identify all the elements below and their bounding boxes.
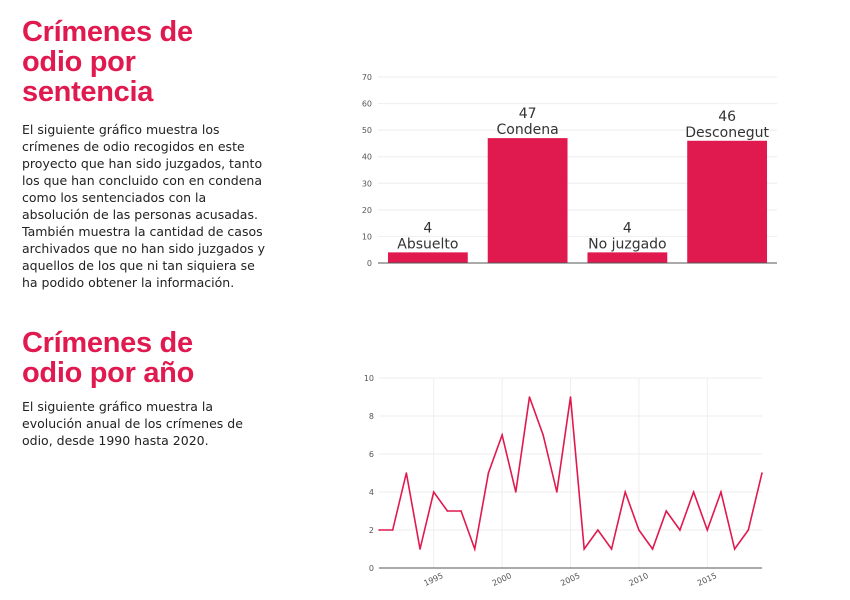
line-x-tick-label: 2010 <box>628 571 650 588</box>
bar-value-label: 46 <box>718 109 736 125</box>
line-point <box>378 529 380 531</box>
line-point <box>610 548 613 550</box>
line-y-tick-label: 0 <box>369 564 374 573</box>
bar-y-tick-label: 50 <box>362 126 372 135</box>
line-point <box>460 510 462 512</box>
line-y-tick-label: 2 <box>369 526 374 535</box>
bar-category-label: Absuelto <box>397 236 458 252</box>
line-y-tick-label: 4 <box>369 488 374 497</box>
line-point <box>528 396 531 398</box>
bar-category-label: No juzgado <box>588 236 667 252</box>
line-x-tick-label: 2000 <box>491 571 513 588</box>
line-point <box>542 434 544 436</box>
bar-category-label: Desconegut <box>685 125 769 141</box>
bar <box>387 252 468 263</box>
line-point <box>432 491 435 493</box>
line-point <box>405 472 408 474</box>
line-point <box>720 491 722 493</box>
line-y-tick-label: 6 <box>369 450 374 459</box>
line-point <box>761 472 763 474</box>
line-point <box>651 548 654 550</box>
line-point <box>597 529 599 531</box>
line-point <box>665 510 668 512</box>
bar-y-tick-label: 20 <box>362 206 372 215</box>
line-point <box>706 529 709 531</box>
bar <box>587 252 668 263</box>
bar-value-label: 4 <box>623 220 632 236</box>
bar-y-tick-label: 40 <box>362 153 372 162</box>
line-point <box>583 548 585 550</box>
line-point <box>692 491 695 493</box>
line-point <box>733 548 736 550</box>
line-point <box>391 529 394 531</box>
line-x-tick-label: 2015 <box>696 571 718 588</box>
line-point <box>747 529 750 531</box>
section-1-title: Crímenes de odio por sentencia <box>22 16 193 108</box>
line-y-tick-label: 8 <box>369 412 374 421</box>
line-point <box>473 548 476 550</box>
bar-value-label: 47 <box>519 106 537 122</box>
section-2-text: El siguiente gráfico muestra la evolució… <box>22 399 243 448</box>
line-point <box>624 491 627 493</box>
bar-y-tick-label: 30 <box>362 179 372 188</box>
line-point <box>556 491 558 493</box>
line-point <box>514 491 517 493</box>
line-point <box>569 396 572 398</box>
line-point <box>446 510 449 512</box>
line-point <box>679 529 681 531</box>
bar-y-tick-label: 10 <box>362 232 372 241</box>
line-y-tick-label: 10 <box>364 374 374 383</box>
line-point <box>419 548 421 550</box>
section-2-title: Crímenes de odio por año <box>22 327 194 389</box>
bar-y-tick-label: 0 <box>367 259 372 268</box>
bar <box>687 140 768 263</box>
bar <box>487 138 568 263</box>
bar-value-label: 4 <box>423 220 432 236</box>
bar-y-tick-label: 70 <box>362 73 372 82</box>
bar-category-label: Condena <box>497 122 559 138</box>
line-point <box>638 529 640 531</box>
line-x-tick-label: 1995 <box>422 571 444 588</box>
bar-y-tick-label: 60 <box>362 100 372 109</box>
line-point <box>487 472 490 474</box>
line-point <box>501 434 503 436</box>
line-x-tick-label: 2005 <box>559 571 581 588</box>
section-1-text: El siguiente gráfico muestra los crímene… <box>22 122 266 290</box>
